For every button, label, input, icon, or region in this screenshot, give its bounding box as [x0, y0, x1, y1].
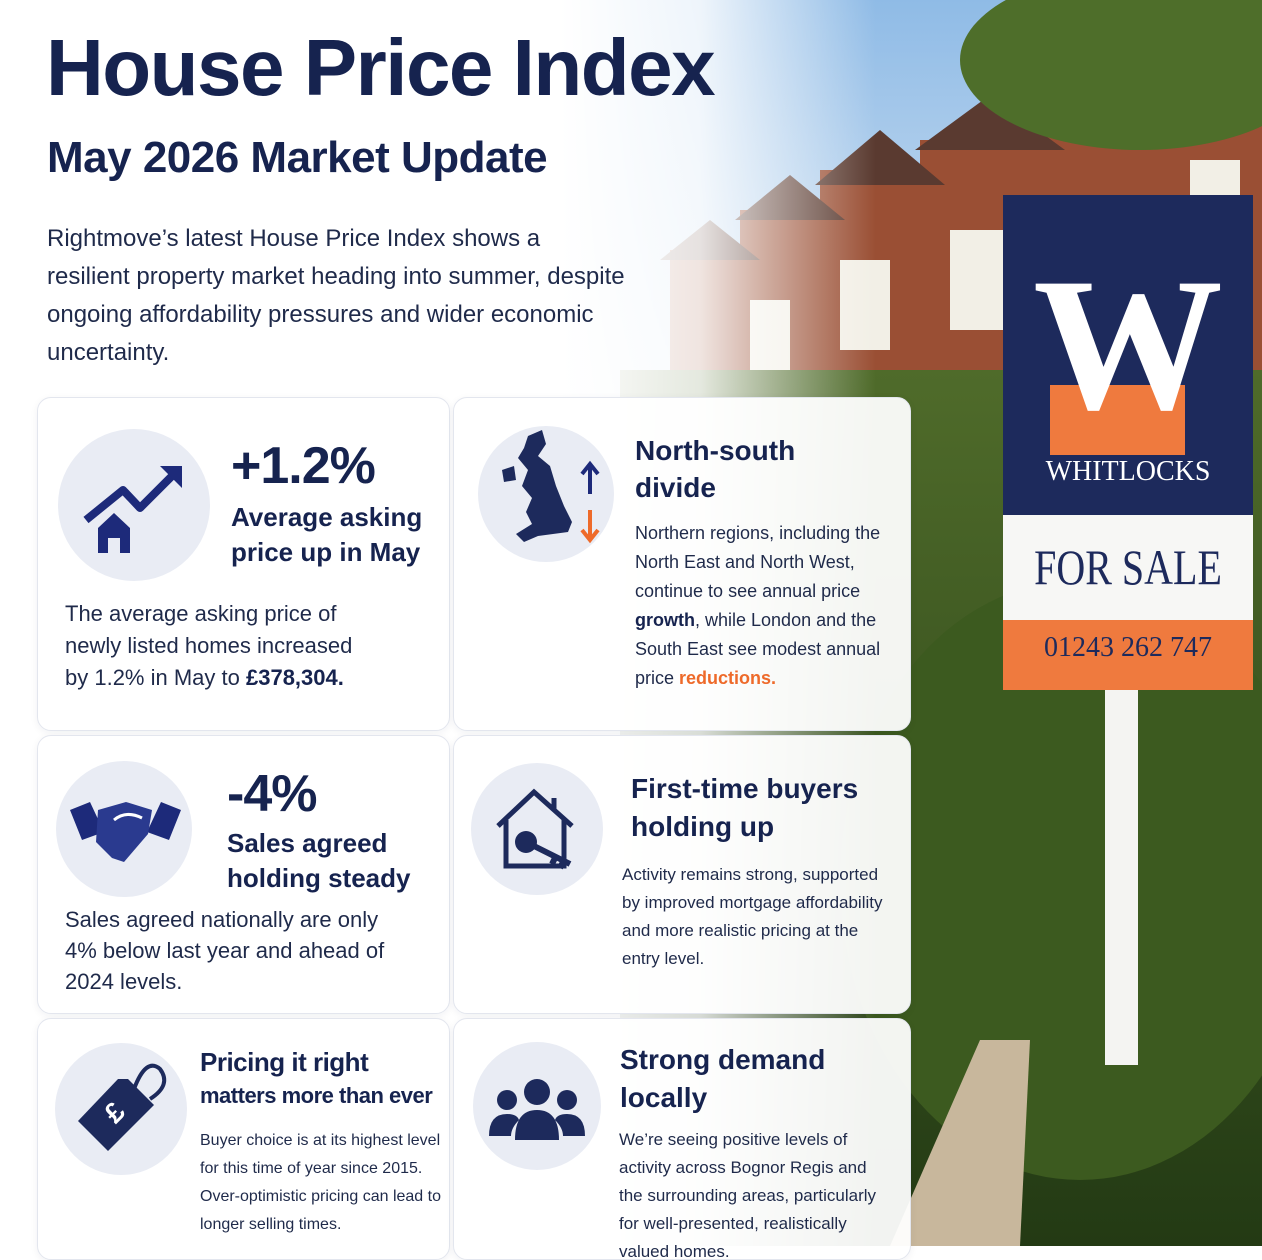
card-body: Sales agreed nationally are only 4% belo… — [65, 904, 385, 997]
text: Pricing it right — [200, 1047, 369, 1077]
card: £ Pricing it right matters more than ever… — [37, 1018, 450, 1260]
text: Average asking — [231, 502, 423, 532]
text: Sales agreed — [227, 828, 388, 858]
icon-price-tag: £ — [78, 1063, 167, 1151]
icon-uk-map — [502, 430, 600, 544]
sign-brand: WHITLOCKS — [1045, 456, 1211, 487]
text: North-south — [635, 435, 796, 466]
text: holding up — [631, 811, 775, 842]
title: House Price Index — [46, 23, 716, 112]
card: +1.2% Average asking price up in May The … — [37, 397, 450, 731]
body-segment: Activity remains strong, supported by im… — [622, 865, 883, 968]
body-segment: We’re seeing positive levels of activity… — [619, 1130, 877, 1260]
icon-handshake — [70, 802, 181, 862]
body-segment: reductions. — [679, 668, 777, 688]
sign-letter: W — [1033, 240, 1223, 450]
body-segment: Northern regions, including the North Ea… — [635, 523, 881, 601]
body-segment: Sales agreed nationally are only 4% belo… — [65, 907, 385, 994]
card-body: Activity remains strong, supported by im… — [622, 861, 900, 973]
card-heading: Pricing it right matters more than ever — [200, 1045, 433, 1113]
body-segment: , while London and the South East see mo… — [635, 610, 881, 688]
card-heading: North-south divide — [635, 432, 795, 506]
text: matters more than ever — [200, 1083, 433, 1108]
card-heading: Average asking price up in May — [231, 500, 422, 570]
stat: -4% — [227, 765, 317, 823]
subtitle: May 2026 Market Update — [47, 133, 548, 182]
text: Strong demand — [620, 1044, 826, 1075]
card-body: Buyer choice is at its highest level for… — [200, 1127, 445, 1239]
text: holding steady — [227, 863, 411, 893]
card-heading: First-time buyers holding up — [631, 770, 858, 846]
card-heading: Strong demand locally — [620, 1041, 825, 1117]
card-heading: Sales agreed holding steady — [227, 826, 410, 896]
card-body: We’re seeing positive levels of activity… — [619, 1126, 894, 1260]
body-segment: Buyer choice is at its highest level for… — [200, 1132, 441, 1233]
text: price up in May — [231, 537, 421, 567]
stat: +1.2% — [231, 437, 376, 495]
icon-people — [489, 1079, 585, 1140]
card-body: The average asking price of newly listed… — [65, 598, 365, 694]
text: First-time buyers — [631, 773, 859, 804]
body-segment: £378,304. — [245, 665, 344, 690]
body-segment: growth — [635, 610, 695, 630]
icon-house-key — [496, 788, 574, 870]
sign-phone: 01243 262 747 — [1044, 632, 1212, 663]
sign-label: FOR SALE — [1034, 539, 1222, 595]
card: North-south divide Northern regions, incl… — [453, 397, 911, 731]
text: divide — [635, 472, 716, 503]
card: Strong demand locally We’re seeing positi… — [453, 1018, 911, 1260]
card: -4% Sales agreed holding steady Sales agr… — [37, 735, 450, 1014]
intro: Rightmove’s latest House Price Index sho… — [47, 225, 625, 366]
card: First-time buyers holding up Activity rem… — [453, 735, 911, 1014]
body-segment: The average asking price of newly listed… — [65, 601, 353, 690]
text: locally — [620, 1082, 708, 1113]
icon-house-up — [83, 466, 182, 553]
card-body: Northern regions, including the North Ea… — [635, 519, 900, 693]
